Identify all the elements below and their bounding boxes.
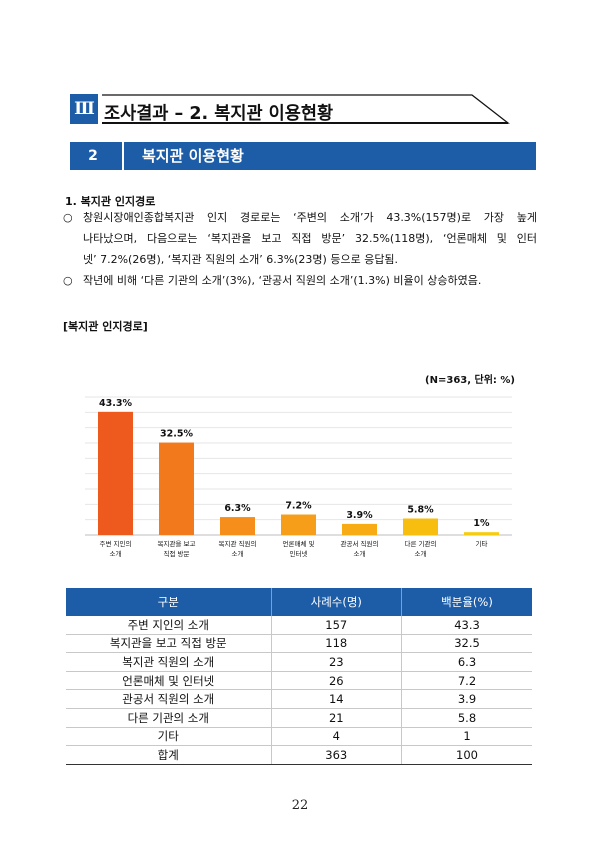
- table-cell: 관공서 직원의 소개: [66, 689, 272, 709]
- chart-bar: [342, 523, 377, 535]
- chart-data-label: 1%: [473, 518, 490, 529]
- bullet-line: 창원시장애인종합복지관 인지 경로로는 ‘주변의 소개’가 43.3%(157명…: [83, 211, 537, 224]
- chart-category-label: 다른 기관의: [405, 539, 437, 548]
- chart-category-label: 인터넷: [290, 549, 308, 558]
- table-cell: 주변 지인의 소개: [66, 616, 272, 635]
- table-row: 기타 4 1: [66, 727, 532, 747]
- table-cell: 7.2: [401, 671, 532, 691]
- bullet-line: 작년에 비해 ‘다른 기관의 소개’(3%), ‘관공서 직원의 소개’(1.3…: [83, 274, 482, 287]
- bullet-paragraph: ○ 작년에 비해 ‘다른 기관의 소개’(3%), ‘관공서 직원의 소개’(1…: [63, 270, 537, 291]
- table-cell: 363: [270, 745, 402, 765]
- chart-data-label: 5.8%: [407, 505, 434, 516]
- chart-category-label: 기타: [476, 539, 488, 548]
- table-row: 복지관 직원의 소개 23 6.3: [66, 652, 532, 672]
- table-cell: 복지관을 보고 직접 방문: [66, 634, 272, 654]
- chart-bar: [281, 514, 316, 535]
- chart-bar: [159, 442, 194, 535]
- table-cell: 32.5: [401, 634, 532, 654]
- chart-data-label: 32.5%: [160, 429, 193, 440]
- section-number: 2: [88, 148, 98, 164]
- table-cell: 118: [270, 634, 402, 654]
- table-total-row: 합계 363 100: [66, 745, 532, 765]
- chart-bar: [403, 518, 438, 535]
- chapter-header: Ⅲ 조사결과 – 2. 복지관 이용현황: [70, 94, 510, 124]
- table-cell: 1: [401, 727, 532, 747]
- figure-title: [복지관 인지경로]: [63, 320, 148, 333]
- table-cell: 4: [270, 727, 402, 747]
- bullet-line: 넷’ 7.2%(26명), ‘복지관 직원의 소개’ 6.3%(23명) 등으로…: [83, 253, 399, 266]
- chart-category-label: 직접 방문: [164, 549, 190, 558]
- chart-bar: [98, 411, 133, 535]
- table-cell: 23: [270, 652, 402, 672]
- table-row: 관공서 직원의 소개 14 3.9: [66, 689, 532, 709]
- table-row: 언론매체 및 인터넷 26 7.2: [66, 671, 532, 691]
- table-cell: 5.8: [401, 708, 532, 728]
- table-cell: 14: [270, 689, 402, 709]
- bullet-mark: ○: [63, 211, 73, 224]
- column-header: 사례수(명): [270, 588, 402, 616]
- data-table: 구분 사례수(명) 백분율(%) 주변 지인의 소개 157 43.3 복지관을…: [66, 588, 532, 765]
- table-cell: 26: [270, 671, 402, 691]
- table-row: 복지관을 보고 직접 방문 118 32.5: [66, 634, 532, 654]
- chart-category-label: 언론매체 및: [283, 540, 315, 548]
- table-cell: 157: [270, 616, 402, 635]
- table-row: 주변 지인의 소개 157 43.3: [66, 616, 532, 635]
- chart-category-label: 관공서 직원의: [341, 539, 379, 548]
- chapter-number: Ⅲ: [70, 94, 98, 124]
- chart-category-label: 주변 지인의: [100, 539, 132, 548]
- chart-note: (N=363, 단위: %): [425, 373, 515, 386]
- section-header: 2 복지관 이용현황: [70, 142, 536, 170]
- chart-data-label: 7.2%: [285, 501, 312, 512]
- table-cell: 기타: [66, 727, 272, 747]
- bullet-line: 나타났으며, 다음으로는 ‘복지관을 보고 직접 방문’ 32.5%(118명)…: [83, 232, 537, 245]
- page-number: 22: [291, 798, 309, 813]
- chart-bar: [464, 532, 499, 535]
- column-header: 구분: [66, 588, 272, 616]
- chapter-title: 조사결과 – 2. 복지관 이용현황: [104, 104, 334, 124]
- chart-category-label: 소개: [232, 549, 244, 558]
- chart-data-label: 43.3%: [99, 398, 132, 409]
- subheading: 1. 복지관 인지경로: [65, 195, 156, 208]
- chart-category-label: 복지관 직원의: [219, 539, 257, 548]
- chart-data-label: 3.9%: [346, 510, 373, 521]
- table-cell: 복지관 직원의 소개: [66, 652, 272, 672]
- bullet-mark: ○: [63, 274, 73, 287]
- section-title: 복지관 이용현황: [142, 147, 244, 165]
- chart-category-label: 소개: [415, 549, 427, 558]
- chart-category-label: 소개: [354, 549, 366, 558]
- chart-data-label: 6.3%: [224, 503, 251, 514]
- chapter-header-frame: [102, 94, 510, 124]
- table-cell: 6.3: [401, 652, 532, 672]
- table-cell: 43.3: [401, 616, 532, 635]
- table-header-row: 구분 사례수(명) 백분율(%): [66, 588, 532, 616]
- table-cell: 3.9: [401, 689, 532, 709]
- table-cell: 다른 기관의 소개: [66, 708, 272, 728]
- chart-category-label: 복지관을 보고: [158, 539, 196, 548]
- chart-category-label: 소개: [110, 549, 122, 558]
- chart-bar: [220, 517, 255, 535]
- table-row: 다른 기관의 소개 21 5.8: [66, 708, 532, 728]
- table-cell: 합계: [66, 745, 272, 765]
- section-divider: [122, 142, 124, 170]
- table-cell: 100: [401, 745, 532, 765]
- table-cell: 21: [270, 708, 402, 728]
- bullet-paragraph: ○ 창원시장애인종합복지관 인지 경로로는 ‘주변의 소개’가 43.3%(15…: [63, 207, 537, 270]
- column-header: 백분율(%): [401, 588, 532, 616]
- table-cell: 언론매체 및 인터넷: [66, 671, 272, 691]
